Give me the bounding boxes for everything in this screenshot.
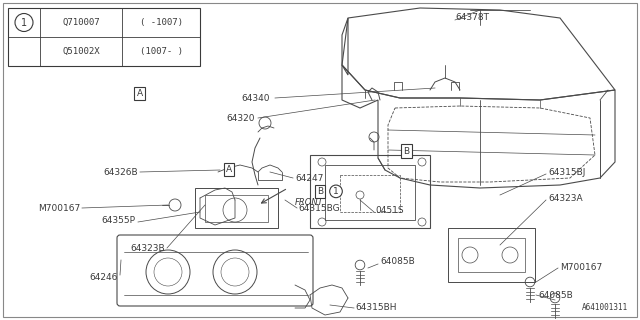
Text: 64323A: 64323A	[548, 194, 582, 203]
Text: B: B	[403, 147, 410, 156]
Text: 64378T: 64378T	[455, 12, 489, 21]
Text: A641001311: A641001311	[582, 303, 628, 312]
Text: Q51002X: Q51002X	[62, 47, 100, 56]
Text: M700167: M700167	[38, 204, 80, 212]
Text: 64085B: 64085B	[538, 291, 573, 300]
Text: A: A	[226, 165, 232, 174]
Text: 64315BH: 64315BH	[355, 303, 397, 313]
Text: (1007- ): (1007- )	[140, 47, 182, 56]
Text: 64326B: 64326B	[104, 167, 138, 177]
Text: A: A	[136, 89, 143, 98]
Text: 64085B: 64085B	[380, 258, 415, 267]
Text: B: B	[317, 187, 323, 196]
Text: M700167: M700167	[560, 263, 602, 273]
Text: 1: 1	[21, 18, 27, 28]
Text: 64340: 64340	[241, 93, 270, 102]
Text: Q710007: Q710007	[62, 18, 100, 27]
Text: 64246: 64246	[90, 274, 118, 283]
Text: 64320: 64320	[227, 114, 255, 123]
Bar	[8, 8, 200, 66]
Text: 64355P: 64355P	[101, 215, 135, 225]
Text: 64315BG: 64315BG	[298, 204, 340, 212]
Text: FRONT: FRONT	[295, 197, 324, 206]
Text: 0451S: 0451S	[375, 205, 404, 214]
Text: 64247: 64247	[295, 173, 323, 182]
Text: 1: 1	[333, 187, 339, 196]
Text: 64323B: 64323B	[131, 244, 165, 252]
Text: 64315BJ: 64315BJ	[548, 167, 586, 177]
Text: ( -1007): ( -1007)	[140, 18, 182, 27]
